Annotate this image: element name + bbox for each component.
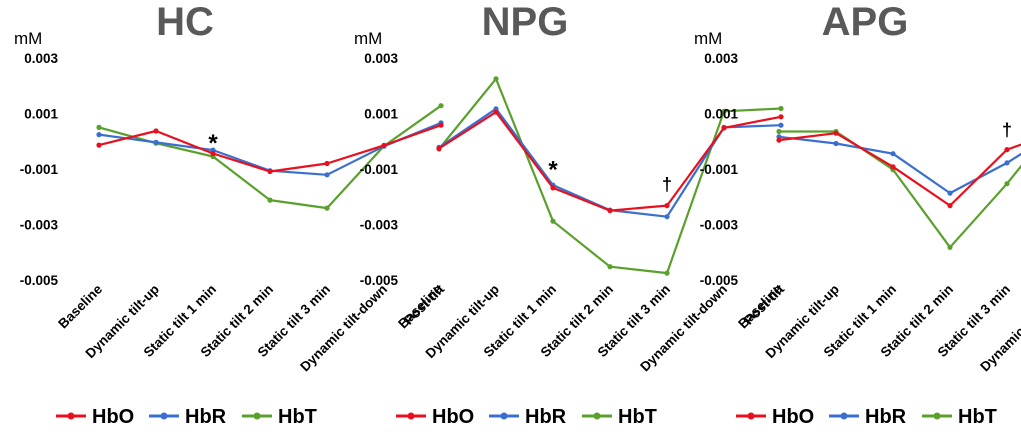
data-point-hbt (96, 124, 102, 130)
legend-label-hbt: HbT (278, 406, 317, 428)
legend-marker-hbo (67, 412, 75, 420)
y-tick-label: -0.005 (360, 273, 399, 288)
data-point-hbo (833, 130, 839, 136)
data-point-hbt (947, 244, 953, 250)
legend-marker-hbr (160, 412, 168, 420)
data-point-hbo (1004, 147, 1010, 153)
data-point-hbo (947, 203, 953, 209)
data-point-hbo (324, 160, 330, 167)
data-point-hbo (664, 203, 670, 209)
legend-marker-hbo (407, 412, 415, 420)
chart-title: HC (156, 0, 214, 44)
data-point-hbt (550, 218, 556, 224)
x-tick-label: Baseline (395, 281, 445, 331)
legend-marker-hbt (933, 412, 941, 420)
data-point-hbo (381, 142, 387, 148)
data-point-hbo (210, 150, 216, 157)
data-point-hbt (438, 103, 444, 109)
data-point-hbt (1004, 181, 1010, 187)
data-point-hbr (96, 132, 102, 138)
legend-label-hbt: HbT (958, 406, 997, 428)
legend-marker-hbr (500, 412, 508, 420)
y-tick-label: 0.001 (364, 107, 398, 122)
data-point-hbo (493, 109, 499, 115)
y-axis-label: mM (694, 29, 722, 48)
data-point-hbo (721, 125, 727, 131)
data-point-hbo (96, 142, 102, 148)
significance-marker: * (208, 130, 218, 157)
legend-label-hbr: HbR (185, 406, 227, 428)
y-tick-label: -0.005 (700, 273, 739, 288)
data-point-hbr (153, 139, 159, 145)
data-point-hbo (438, 122, 444, 128)
legend-label-hbo: HbO (772, 406, 814, 428)
legend-marker-hbo (747, 412, 755, 420)
data-point-hbr (778, 122, 784, 128)
y-tick-label: -0.003 (360, 218, 399, 233)
y-tick-label: 0.003 (24, 51, 58, 66)
y-tick-label: -0.003 (700, 218, 739, 233)
significance-marker: † (1002, 120, 1012, 140)
chart-title: NPG (482, 0, 569, 44)
x-tick-label: Baseline (55, 281, 105, 331)
legend-marker-hbt (593, 412, 601, 420)
chart-panel-apg: APG mM 0.003 0.001 -0.001 -0.003 -0.005Baselin… (694, 0, 1021, 428)
x-tick-label: Baseline (735, 281, 785, 331)
y-tick-label: -0.001 (20, 162, 59, 177)
y-tick-label: -0.001 (700, 162, 739, 177)
data-point-hbt (721, 108, 727, 114)
data-point-hbo (153, 128, 159, 134)
legend-marker-hbt (253, 412, 261, 420)
y-axis-label: mM (354, 29, 382, 48)
data-point-hbr (890, 151, 896, 157)
legend-label-hbr: HbR (865, 406, 907, 428)
y-tick-label: -0.003 (20, 218, 59, 233)
legend-label-hbr: HbR (525, 406, 567, 428)
chart-title: APG (822, 0, 909, 44)
data-point-hbt (664, 270, 670, 276)
data-point-hbt (493, 76, 499, 82)
data-point-hbo (607, 208, 613, 214)
y-tick-label: -0.001 (360, 162, 399, 177)
y-tick-label: 0.001 (24, 107, 58, 122)
significance-marker: * (548, 157, 558, 184)
y-axis-label: mM (14, 29, 42, 48)
data-point-hbr (664, 214, 670, 220)
y-tick-label: 0.003 (704, 51, 738, 66)
significance-marker: † (662, 174, 672, 194)
data-point-hbt (267, 197, 273, 203)
data-point-hbo (776, 137, 782, 143)
data-point-hbo (550, 185, 556, 191)
legend-label-hbt: HbT (618, 406, 657, 428)
data-point-hbr (833, 140, 839, 147)
data-point-hbt (778, 105, 784, 112)
data-point-hbo (778, 114, 784, 120)
y-tick-label: -0.005 (20, 273, 59, 288)
legend-label-hbo: HbO (432, 406, 474, 428)
data-point-hbt (607, 264, 613, 270)
data-point-hbr (324, 172, 330, 178)
data-point-hbt (324, 205, 330, 211)
y-tick-label: 0.001 (704, 107, 738, 122)
legend-marker-hbr (840, 412, 848, 420)
y-tick-label: 0.003 (364, 51, 398, 66)
data-point-hbr (1004, 160, 1010, 166)
data-point-hbr (947, 190, 953, 196)
data-point-hbo (267, 168, 273, 175)
data-point-hbo (436, 145, 442, 152)
data-point-hbt (776, 128, 782, 135)
legend-label-hbo: HbO (92, 406, 134, 428)
data-point-hbo (890, 164, 896, 170)
